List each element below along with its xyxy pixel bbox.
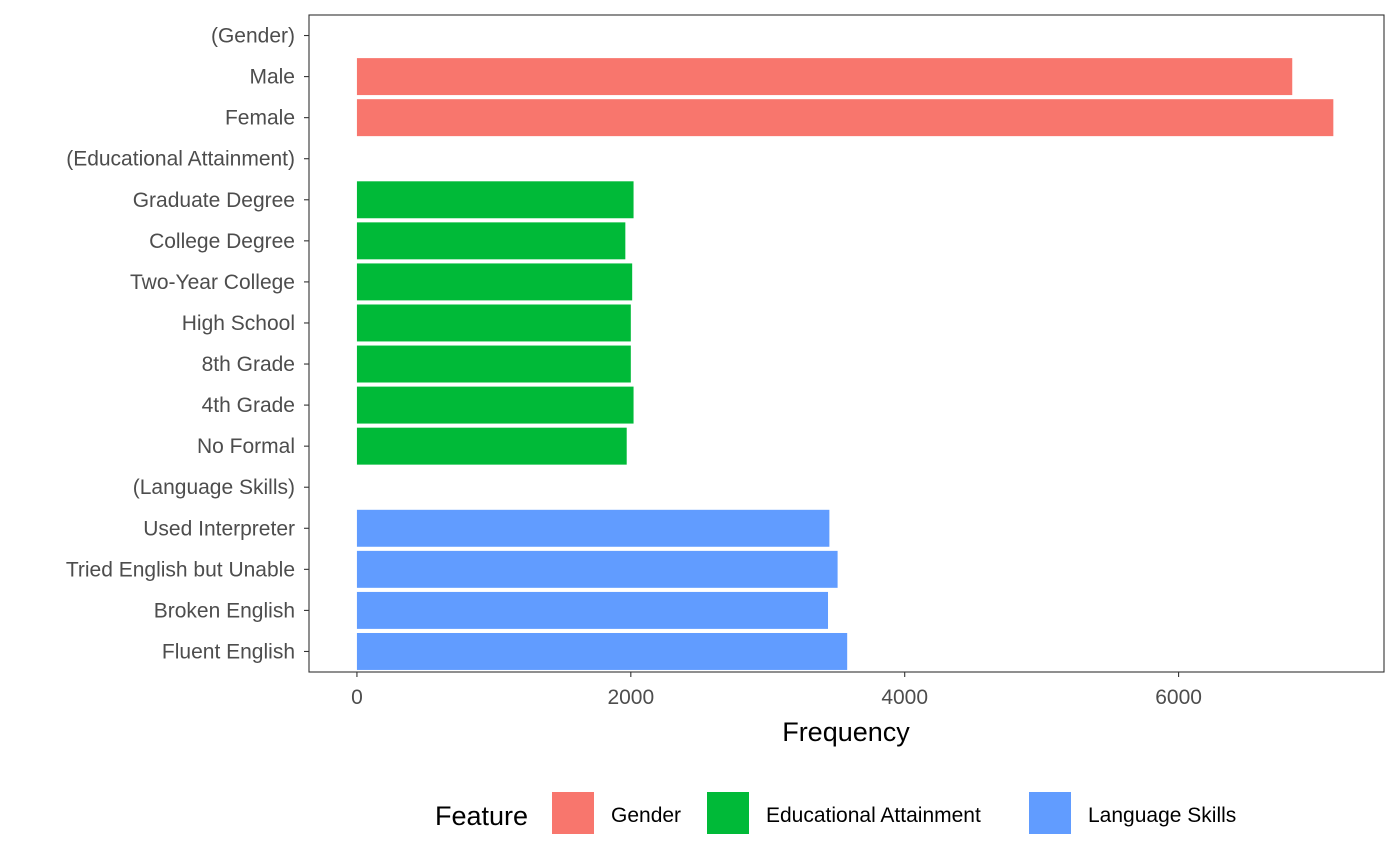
legend-label: Gender <box>611 804 681 827</box>
legend-label: Educational Attainment <box>766 804 981 827</box>
y-tick-label: Broken English <box>154 599 295 622</box>
y-tick-label: (Gender) <box>211 25 295 48</box>
bar <box>356 427 627 465</box>
y-tick-label: No Formal <box>197 435 295 458</box>
y-tick-label: High School <box>182 312 295 335</box>
y-tick-label: Used Interpreter <box>143 517 295 540</box>
x-tick-label: 4000 <box>881 686 928 709</box>
bar <box>356 222 626 260</box>
x-tick-label: 6000 <box>1155 686 1202 709</box>
legend-title: Feature <box>435 801 528 831</box>
y-tick-label: Tried English but Unable <box>66 558 295 581</box>
legend-label: Language Skills <box>1088 804 1236 827</box>
bars-layer <box>356 58 1334 670</box>
y-tick-label: College Degree <box>149 230 295 253</box>
y-tick-label: (Language Skills) <box>133 476 295 499</box>
bar <box>356 304 631 342</box>
legend-swatch <box>1029 792 1071 834</box>
x-axis-title: Frequency <box>782 717 910 747</box>
y-tick-label: Two-Year College <box>130 271 295 294</box>
legend-swatch <box>707 792 749 834</box>
x-axis: 0 2000 4000 6000 <box>351 672 1202 709</box>
y-axis: (Gender) Male Female (Educational Attainmen… <box>66 25 309 663</box>
legend-swatch <box>552 792 594 834</box>
y-tick-label: Fluent English <box>162 640 295 663</box>
bar <box>356 550 838 588</box>
y-tick-label: Female <box>225 107 295 130</box>
bar <box>356 58 1293 96</box>
bar <box>356 181 634 219</box>
legend: Feature Gender Educational Attainment Langu… <box>435 792 1236 834</box>
x-tick-label: 2000 <box>607 686 654 709</box>
bar <box>356 263 633 301</box>
plot-panel-border <box>308 14 1385 673</box>
y-tick-label: (Educational Attainment) <box>66 148 295 171</box>
y-tick-label: 4th Grade <box>202 394 295 417</box>
y-tick-label: Male <box>249 66 295 89</box>
bar <box>356 345 631 383</box>
x-tick-label: 0 <box>351 686 363 709</box>
bar <box>356 509 830 547</box>
y-tick-label: 8th Grade <box>202 353 295 376</box>
bar <box>356 632 848 670</box>
bar <box>356 591 829 629</box>
y-tick-label: Graduate Degree <box>133 189 295 212</box>
bar <box>356 99 1334 137</box>
bar <box>356 386 634 424</box>
